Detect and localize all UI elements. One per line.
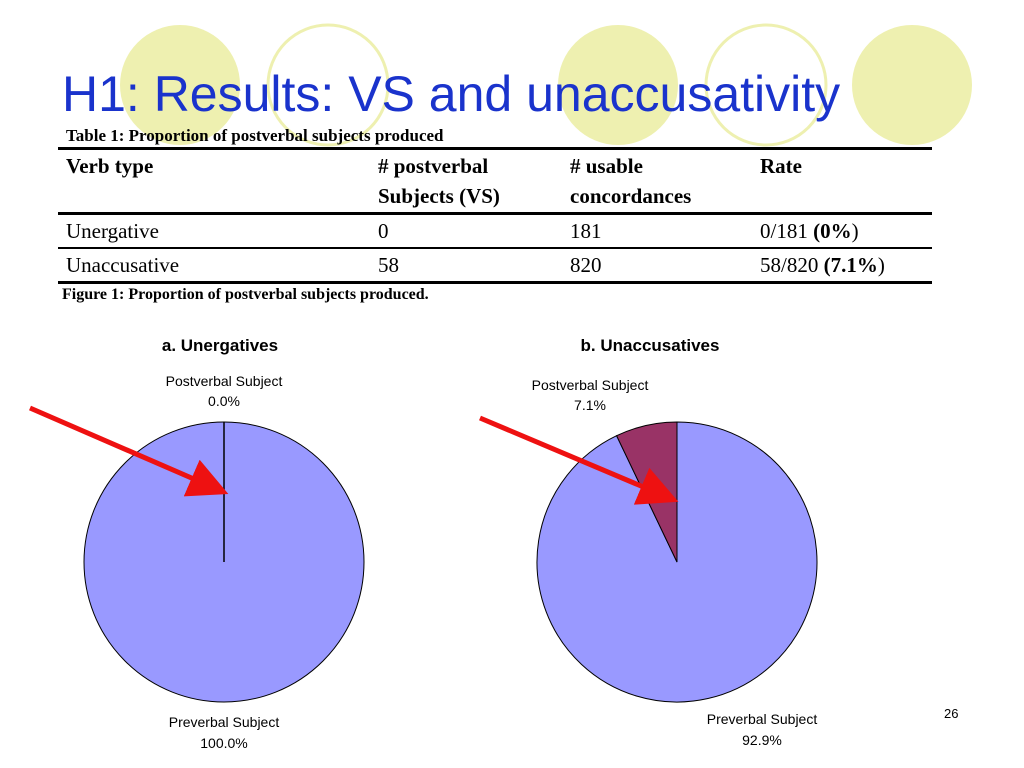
cell-rate: 0/181 (0%) bbox=[760, 219, 859, 243]
slice-label: Postverbal Subject bbox=[532, 377, 649, 393]
header-usable: # usable concordances bbox=[570, 154, 692, 208]
cell-postverbal: 0 bbox=[378, 219, 389, 243]
cell-usable: 820 bbox=[570, 253, 602, 277]
arrow-annotation bbox=[479, 415, 679, 505]
arrow-annotation bbox=[29, 405, 229, 497]
chart-title: a. Unergatives bbox=[162, 336, 278, 355]
slice-value-label: 7.1% bbox=[574, 397, 606, 413]
cell-postverbal: 58 bbox=[378, 253, 399, 277]
slice-label: Postverbal Subject bbox=[166, 373, 283, 389]
cell-verb-type: Unaccusative bbox=[66, 253, 180, 277]
slice-value-label: 0.0% bbox=[208, 393, 240, 409]
slice-label: Preverbal Subject bbox=[707, 711, 818, 727]
slide-title: H1: Results: VS and unaccusativity bbox=[62, 66, 841, 122]
table-caption: Table 1: Proportion of postverbal subjec… bbox=[66, 126, 444, 145]
table-header-row: Verb type # postverbal Subjects (VS) # us… bbox=[58, 148, 932, 214]
cell-usable: 181 bbox=[570, 219, 602, 243]
slide-number: 26 bbox=[944, 706, 959, 721]
slice-label: Preverbal Subject bbox=[169, 714, 280, 730]
figure-caption: Figure 1: Proportion of postverbal subje… bbox=[62, 286, 429, 303]
cell-rate: 58/820 (7.1%) bbox=[760, 253, 885, 277]
header-verb-type: Verb type bbox=[66, 154, 154, 178]
slice-value-label: 100.0% bbox=[200, 735, 247, 751]
table-row: Unergative 0 181 0/181 (0%) bbox=[58, 214, 932, 248]
slice-value-label: 92.9% bbox=[742, 732, 782, 748]
header-rate: Rate bbox=[760, 154, 802, 178]
header-postverbal: # postverbal Subjects (VS) bbox=[378, 154, 500, 208]
results-table: Verb type # postverbal Subjects (VS) # us… bbox=[58, 147, 932, 284]
cell-verb-type: Unergative bbox=[66, 219, 159, 243]
chart-title: b. Unaccusatives bbox=[581, 336, 720, 355]
table-row: Unaccusative 58 820 58/820 (7.1%) bbox=[58, 248, 932, 283]
